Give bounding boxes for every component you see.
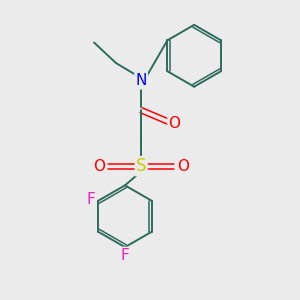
- Text: F: F: [121, 248, 129, 263]
- Text: O: O: [168, 116, 180, 131]
- Text: S: S: [136, 157, 146, 175]
- Text: O: O: [177, 159, 189, 174]
- Text: F: F: [86, 192, 95, 207]
- Text: O: O: [93, 159, 105, 174]
- Text: N: N: [136, 73, 147, 88]
